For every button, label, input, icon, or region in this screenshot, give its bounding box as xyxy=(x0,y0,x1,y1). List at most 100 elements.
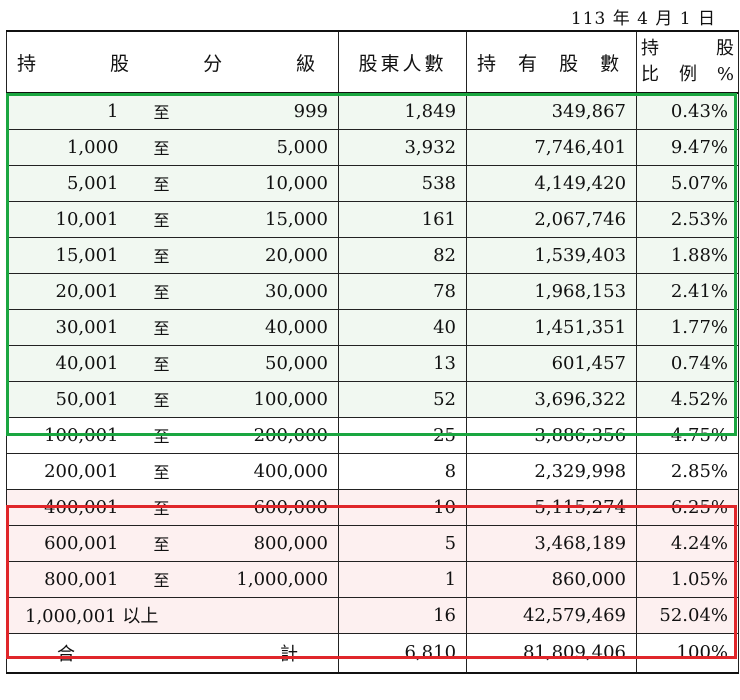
share-percentage: 1.05% xyxy=(636,560,740,598)
shareholding-distribution-table: 持 股 分 級 股東人數 持 有 股 數 持 股 比 例 % 1 至 999 1,84… xyxy=(5,30,740,674)
shares-count: 7,746,401 xyxy=(466,128,638,166)
holders-count: 5 xyxy=(338,524,468,562)
share-percentage: 9.47% xyxy=(636,128,740,166)
range-to: 999 xyxy=(194,92,340,130)
table-row: 20,001 至 30,000 78 1,968,153 2.41% xyxy=(6,272,740,310)
range-to: 600,000 xyxy=(194,488,340,526)
holders-count: 538 xyxy=(338,164,468,202)
total-pct: 100% xyxy=(636,632,740,674)
share-percentage: 4.52% xyxy=(636,380,740,418)
range-from: 40,001 xyxy=(6,344,129,382)
holders-count: 13 xyxy=(338,344,468,382)
range-separator: 至 xyxy=(128,560,195,598)
holders-count: 3,932 xyxy=(338,128,468,166)
table-row: 100,001 至 200,000 25 3,886,356 4.75% xyxy=(6,416,740,454)
holders-count: 52 xyxy=(338,380,468,418)
holders-count: 8 xyxy=(338,452,468,490)
share-percentage: 1.88% xyxy=(636,236,740,274)
table-row: 15,001 至 20,000 82 1,539,403 1.88% xyxy=(6,236,740,274)
share-percentage: 1.77% xyxy=(636,308,740,346)
holders-count: 82 xyxy=(338,236,468,274)
range-to: 1,000,000 xyxy=(194,560,340,598)
total-shares: 81,809,406 xyxy=(466,632,638,674)
holders-count: 161 xyxy=(338,200,468,238)
range-from: 1,000 xyxy=(6,128,129,166)
range-from: 30,001 xyxy=(6,308,129,346)
range-from: 800,001 xyxy=(6,560,129,598)
header-holders: 股東人數 xyxy=(338,30,468,94)
share-percentage: 0.74% xyxy=(636,344,740,382)
share-percentage: 0.43% xyxy=(636,92,740,130)
range-from: 600,001 xyxy=(6,524,129,562)
range-separator: 至 xyxy=(128,164,195,202)
range-from: 200,001 xyxy=(6,452,129,490)
range-separator: 至 xyxy=(128,488,195,526)
range-from: 400,001 xyxy=(6,488,129,526)
table-row: 600,001 至 800,000 5 3,468,189 4.24% xyxy=(6,524,740,562)
share-percentage: 6.25% xyxy=(636,488,740,526)
report-date: 113 年 4 月 1 日 xyxy=(570,9,716,29)
total-label-right: 計 xyxy=(280,643,299,665)
table-row: 10,001 至 15,000 161 2,067,746 2.53% xyxy=(6,200,740,238)
header-shares: 持 有 股 數 xyxy=(466,30,638,94)
shares-count: 42,579,469 xyxy=(466,596,638,634)
range-to: 15,000 xyxy=(194,200,340,238)
range-to: 30,000 xyxy=(194,272,340,310)
table-row: 1 至 999 1,849 349,867 0.43% xyxy=(6,92,740,130)
table-row: 40,001 至 50,000 13 601,457 0.74% xyxy=(6,344,740,382)
range-separator: 至 xyxy=(128,416,195,454)
range-to: 50,000 xyxy=(194,344,340,382)
holders-count: 40 xyxy=(338,308,468,346)
range-to: 800,000 xyxy=(194,524,340,562)
shares-count: 601,457 xyxy=(466,344,638,382)
shares-count: 2,329,998 xyxy=(466,452,638,490)
shares-count: 3,886,356 xyxy=(466,416,638,454)
holders-count: 16 xyxy=(338,596,468,634)
range-from: 5,001 xyxy=(6,164,129,202)
total-label: 合 計 xyxy=(5,632,340,674)
table-row: 30,001 至 40,000 40 1,451,351 1.77% xyxy=(6,308,740,346)
range-to: 20,000 xyxy=(194,236,340,274)
share-percentage: 4.24% xyxy=(636,524,740,562)
share-percentage: 5.07% xyxy=(636,164,740,202)
shares-count: 5,115,274 xyxy=(466,488,638,526)
share-percentage: 52.04% xyxy=(636,596,740,634)
table-header-row: 持 股 分 級 股東人數 持 有 股 數 持 股 比 例 % xyxy=(5,30,740,94)
total-holders: 6,810 xyxy=(338,632,468,674)
range-separator: 至 xyxy=(128,128,195,166)
range-separator: 至 xyxy=(128,272,195,310)
range-separator: 至 xyxy=(128,380,195,418)
holders-count: 10 xyxy=(338,488,468,526)
holders-count: 25 xyxy=(338,416,468,454)
shares-count: 4,149,420 xyxy=(466,164,638,202)
table-row: 400,001 至 600,000 10 5,115,274 6.25% xyxy=(6,488,740,526)
shares-count: 1,539,403 xyxy=(466,236,638,274)
table-row: 1,000,001 以上 16 42,579,469 52.04% xyxy=(5,596,740,634)
table-row: 50,001 至 100,000 52 3,696,322 4.52% xyxy=(6,380,740,418)
share-percentage: 2.41% xyxy=(636,272,740,310)
share-percentage: 2.85% xyxy=(636,452,740,490)
header-percentage: 持 股 比 例 % xyxy=(636,30,740,94)
table-row: 1,000 至 5,000 3,932 7,746,401 9.47% xyxy=(6,128,740,166)
range-separator: 至 xyxy=(128,344,195,382)
shares-count: 860,000 xyxy=(466,560,638,598)
range-to: 10,000 xyxy=(194,164,340,202)
range-from: 50,001 xyxy=(6,380,129,418)
range-from: 10,001 xyxy=(6,200,129,238)
range-separator: 至 xyxy=(128,524,195,562)
holders-count: 78 xyxy=(338,272,468,310)
shares-count: 1,968,153 xyxy=(466,272,638,310)
shares-count: 2,067,746 xyxy=(466,200,638,238)
header-pct-top-left: 持 xyxy=(641,38,660,59)
share-percentage: 2.53% xyxy=(636,200,740,238)
range-from: 1 xyxy=(6,92,129,130)
holders-count: 1 xyxy=(338,560,468,598)
range-to: 5,000 xyxy=(194,128,340,166)
range-separator: 至 xyxy=(128,308,195,346)
range-separator: 至 xyxy=(128,452,195,490)
header-grade: 持 股 分 級 xyxy=(5,30,340,94)
range-from: 15,001 xyxy=(6,236,129,274)
table-row: 200,001 至 400,000 8 2,329,998 2.85% xyxy=(6,452,740,490)
total-label-left: 合 xyxy=(57,643,75,665)
header-pct-bot-mid: 例 xyxy=(678,64,697,85)
